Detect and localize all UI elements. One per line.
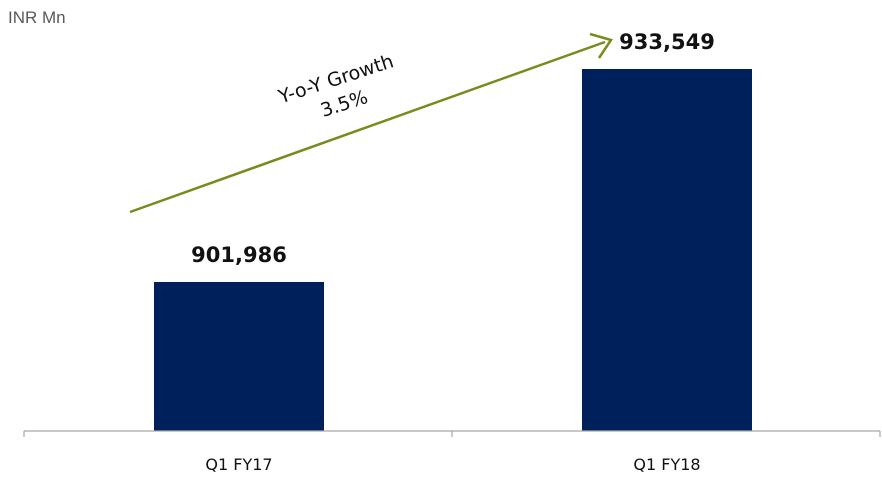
bar-q1-fy17 <box>154 282 324 431</box>
bar-q1-fy18 <box>582 69 752 431</box>
growth-arrow-head <box>589 32 613 59</box>
growth-arrow-line <box>129 40 606 214</box>
unit-label: INR Mn <box>8 8 66 27</box>
x-axis-tick-labels: Q1 FY17 Q1 FY18 <box>205 455 700 474</box>
data-label: 933,549 <box>619 30 715 54</box>
growth-annotation: Y-o-Y Growth 3.5% <box>129 32 613 214</box>
x-tick-label: Q1 FY18 <box>633 455 700 474</box>
data-labels: 901,986 933,549 <box>191 30 715 267</box>
data-label: 901,986 <box>191 243 287 267</box>
x-axis-ticks <box>23 431 881 437</box>
bars <box>154 69 752 431</box>
x-tick-label: Q1 FY17 <box>205 455 272 474</box>
